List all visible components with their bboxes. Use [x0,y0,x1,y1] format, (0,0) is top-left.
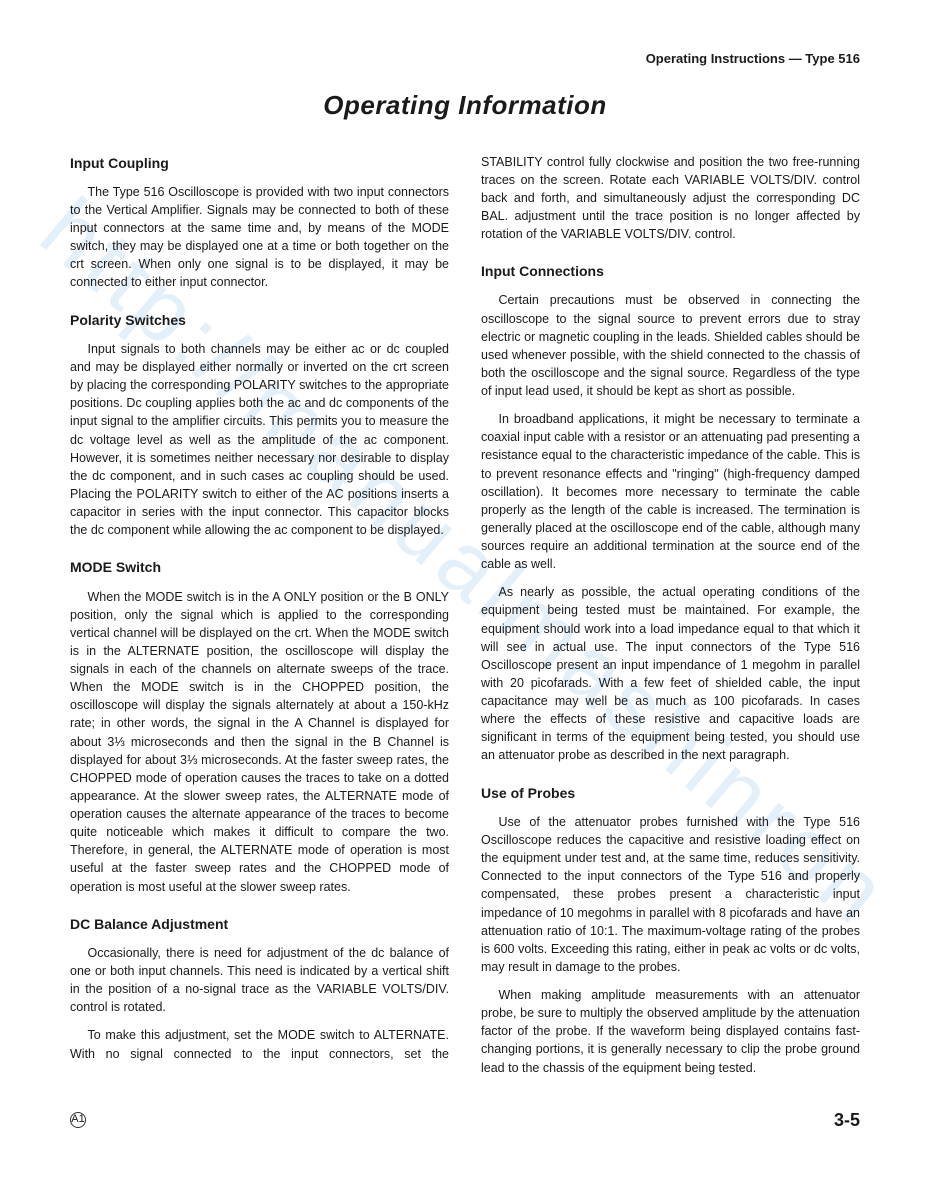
heading-use-of-probes: Use of Probes [481,783,860,803]
footer: A1 3-5 [70,1107,860,1133]
page-title: Operating Information [70,87,860,125]
header-right: Operating Instructions — Type 516 [70,50,860,69]
heading-input-coupling: Input Coupling [70,153,449,173]
heading-input-connections: Input Connections [481,261,860,281]
para: When making amplitude measurements with … [481,986,860,1077]
para: Use of the attenuator probes furnished w… [481,813,860,976]
page-number: 3-5 [834,1107,860,1133]
para: When the MODE switch is in the A ONLY po… [70,588,449,896]
heading-dc-balance: DC Balance Adjustment [70,914,449,934]
footer-left-mark: A1 [70,1112,86,1128]
body-columns: Input Coupling The Type 516 Oscilloscope… [70,153,860,1077]
para: As nearly as possible, the actual operat… [481,583,860,764]
para: Certain precautions must be observed in … [481,291,860,400]
para: In broadband applications, it might be n… [481,410,860,573]
para: The Type 516 Oscilloscope is provided wi… [70,183,449,292]
heading-polarity-switches: Polarity Switches [70,310,449,330]
heading-mode-switch: MODE Switch [70,557,449,577]
para: Input signals to both channels may be ei… [70,340,449,539]
page-content: Operating Instructions — Type 516 Operat… [70,50,860,1133]
para: Occasionally, there is need for adjustme… [70,944,449,1017]
